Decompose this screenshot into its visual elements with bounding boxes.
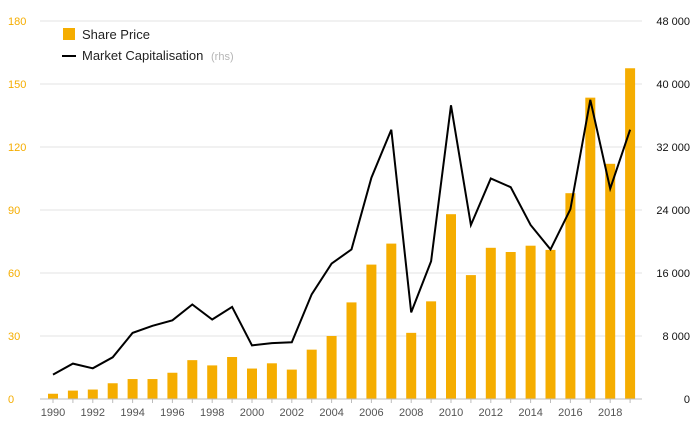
market-cap-line-group <box>52 99 632 376</box>
share-price-bar <box>406 332 417 399</box>
right-tick-label: 16 000 <box>656 268 690 280</box>
share-price-bar <box>565 193 576 399</box>
x-tick-label: 2014 <box>518 407 542 419</box>
x-tick-label: 2016 <box>558 407 582 419</box>
share-price-bar <box>426 301 437 399</box>
right-tick-label: 8 000 <box>662 331 690 343</box>
left-tick-label: 90 <box>8 205 20 217</box>
share-price-bar <box>446 214 456 399</box>
share-price-bar <box>326 336 337 399</box>
x-tick-label: 2012 <box>479 407 503 419</box>
x-tick-label: 2002 <box>280 407 304 419</box>
left-tick-label: 0 <box>8 394 14 406</box>
share-price-bar <box>48 393 58 399</box>
share-price-bar <box>625 68 636 399</box>
share-price-bar <box>505 252 516 399</box>
share-price-bar <box>167 372 178 399</box>
share-price-bar <box>525 245 536 399</box>
x-tick-label: 2008 <box>399 407 423 419</box>
share-price-bar <box>545 249 556 399</box>
x-tick-label: 2000 <box>240 407 264 419</box>
right-axis-ticks: 0 8 000 16 000 24 000 32 000 40 000 48 000 <box>656 16 690 406</box>
gridlines <box>40 20 642 337</box>
x-tick-label: 2018 <box>598 407 622 419</box>
share-price-bar <box>207 365 218 399</box>
left-tick-label: 30 <box>8 331 20 343</box>
legend-market-cap-name: Market Capitalisation <box>82 48 203 63</box>
right-tick-label: 32 000 <box>656 142 690 154</box>
x-tick-label: 1994 <box>120 407 144 419</box>
x-axis-ticks: 1990 1992 1994 1996 1998 2000 2002 2004 2006 2008… <box>41 399 631 419</box>
share-price-bars <box>48 68 636 400</box>
share-price-bar <box>306 349 317 399</box>
share-price-bar <box>366 264 377 399</box>
right-tick-label: 0 <box>684 394 690 406</box>
legend: Share Price Market Capitalisation (rhs) <box>62 27 234 63</box>
share-price-bar <box>87 389 98 399</box>
share-price-bar <box>485 247 496 399</box>
market-cap-line <box>52 99 632 376</box>
left-tick-label: 150 <box>8 79 26 91</box>
right-tick-label: 40 000 <box>656 79 690 91</box>
share-price-bar <box>147 379 158 399</box>
legend-market-cap-note: (rhs) <box>211 51 234 63</box>
left-tick-label: 120 <box>8 142 26 154</box>
x-tick-label: 1992 <box>81 407 105 419</box>
x-tick-label: 1990 <box>41 407 65 419</box>
share-price-bar <box>386 243 397 399</box>
right-tick-label: 24 000 <box>656 205 690 217</box>
legend-label-market-cap: Market Capitalisation (rhs) <box>82 48 234 63</box>
right-tick-label: 48 000 <box>656 16 690 28</box>
x-tick-label: 2004 <box>319 407 343 419</box>
left-tick-label: 180 <box>8 16 26 28</box>
share-price-bar <box>266 363 277 399</box>
legend-label-share-price: Share Price <box>82 27 150 42</box>
share-price-bar <box>465 275 476 399</box>
share-price-bar <box>247 368 257 399</box>
share-price-bar <box>227 357 238 399</box>
share-price-bar <box>605 163 616 399</box>
left-tick-label: 60 <box>8 268 20 280</box>
share-price-bar <box>286 369 297 399</box>
x-tick-label: 1996 <box>160 407 184 419</box>
x-tick-label: 1998 <box>200 407 224 419</box>
left-axis-ticks: 0 30 60 90 120 150 180 <box>8 16 26 406</box>
share-price-bar <box>107 383 118 399</box>
share-price-bar <box>585 97 596 400</box>
share-price-bar <box>127 379 138 399</box>
x-tick-label: 2010 <box>439 407 463 419</box>
x-tick-label: 2006 <box>359 407 383 419</box>
share-price-bar <box>67 390 78 399</box>
share-price-bar <box>346 302 357 399</box>
legend-swatch-share-price <box>63 28 75 40</box>
share-price-bar <box>187 360 198 399</box>
